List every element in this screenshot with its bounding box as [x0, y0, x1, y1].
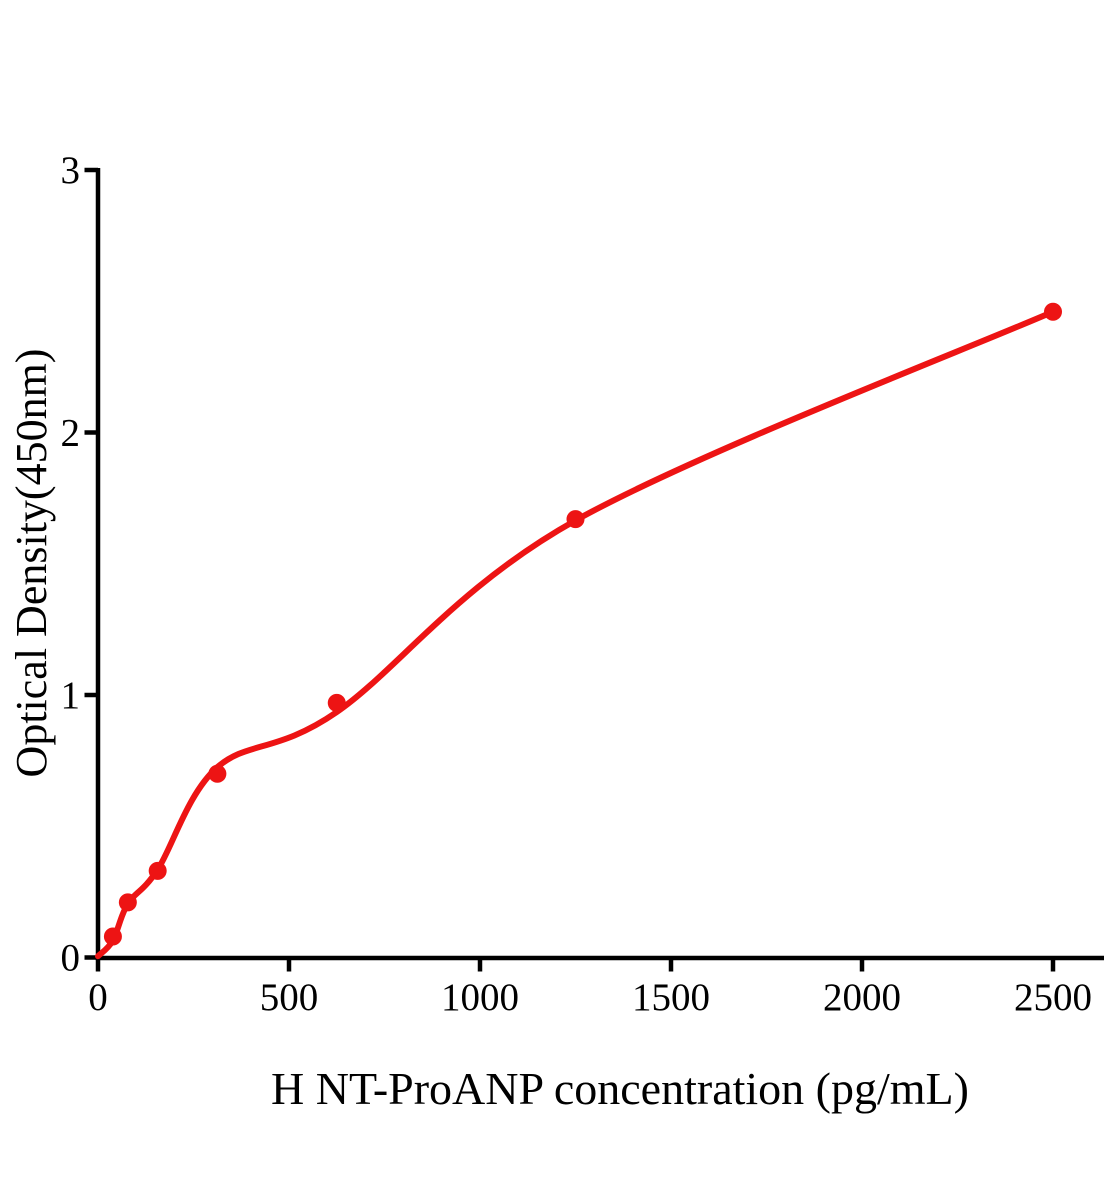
- x-tick-label: 2500: [1014, 976, 1092, 1019]
- x-tick-label: 1500: [632, 976, 710, 1019]
- data-point-marker: [118, 893, 137, 912]
- y-tick-label: 2: [61, 412, 81, 455]
- fit-curve-path: [95, 308, 1056, 960]
- x-axis-ticks: 0 500 1000 1500 2000 2500: [88, 958, 1092, 1019]
- data-points: [103, 302, 1062, 946]
- y-axis-ticks: 0 1 2 3: [61, 149, 98, 980]
- x-tick-label: 1000: [441, 976, 519, 1019]
- x-tick-label: 500: [260, 976, 319, 1019]
- data-point-marker: [327, 693, 346, 712]
- y-tick-label: 3: [61, 149, 81, 192]
- data-point-marker: [208, 764, 227, 783]
- x-axis-title: H NT-ProANP concentration (pg/mL): [271, 1063, 969, 1114]
- x-tick-label: 0: [88, 976, 108, 1019]
- fit-curve: [95, 308, 1056, 960]
- data-point-marker: [1044, 302, 1062, 321]
- x-tick-label: 2000: [823, 976, 901, 1019]
- data-point-marker: [103, 927, 122, 946]
- y-axis-title: Optical Density(450nm): [7, 349, 56, 778]
- data-point-marker: [566, 510, 585, 529]
- y-tick-label: 1: [61, 674, 81, 717]
- data-point-marker: [148, 861, 167, 880]
- y-tick-label: 0: [61, 937, 81, 980]
